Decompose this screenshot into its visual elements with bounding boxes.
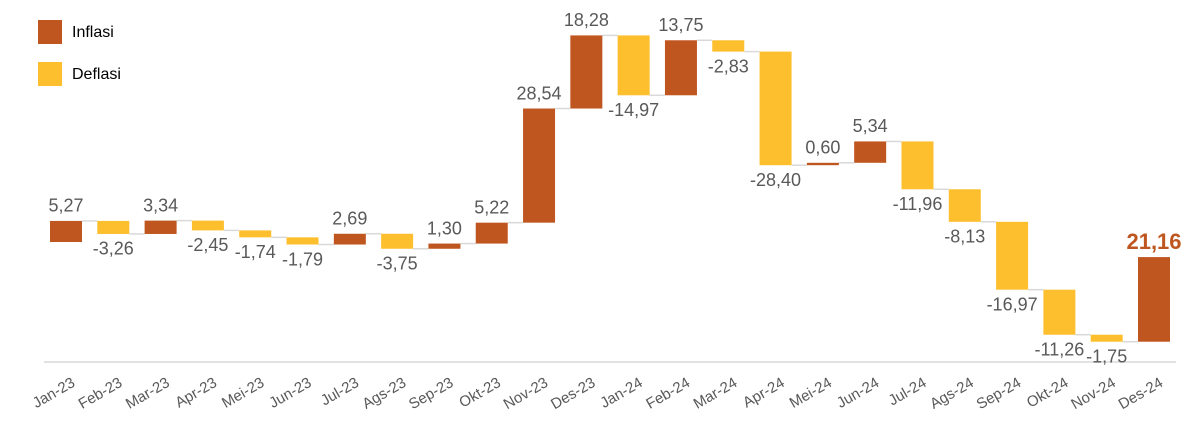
bar [523,108,556,223]
x-tick-label: Apr-23 [172,374,219,411]
x-tick-label: Des-24 [1116,374,1166,413]
x-tick-label: Jun-23 [266,374,314,412]
legend-label: Deflasi [72,66,121,83]
data-label: 3,34 [143,195,178,215]
data-label: 2,69 [332,209,367,229]
bar [996,221,1029,290]
bar [759,51,792,166]
x-tick-label: Sep-24 [974,374,1024,413]
bar [286,237,319,245]
x-tick-label: Jun-24 [834,374,882,412]
data-label: -1,74 [235,242,276,262]
data-label: -11,26 [1035,339,1085,359]
data-label: 28,54 [517,83,562,103]
data-label: -8,13 [944,227,985,247]
data-label: -14,97 [608,100,659,120]
data-label: -16,97 [987,294,1038,314]
bar [806,162,839,166]
bar [191,220,224,231]
x-tick-label: Nov-23 [501,374,551,413]
x-tick-label: Mar-24 [691,374,741,412]
data-label: 0,60 [805,138,840,158]
legend-swatch-decrease [38,62,62,86]
data-label: -3,26 [93,239,134,259]
bar [1138,257,1170,342]
bar [664,40,697,96]
data-label: 13,75 [658,15,703,35]
x-tick-label: Nov-24 [1068,374,1118,413]
x-tick-label: Jan-23 [30,374,78,412]
x-tick-label: Okt-23 [456,374,503,411]
x-tick-label: Des-23 [548,374,598,413]
x-tick-label: Mei-23 [219,374,267,412]
x-tick-label: Okt-24 [1024,374,1071,411]
bar [50,220,82,242]
data-label: 5,27 [48,196,83,216]
data-label: -3,75 [377,254,418,274]
x-tick-label: Mar-23 [123,374,173,412]
data-label: -28,40 [750,170,801,190]
bar [854,141,887,163]
bar [144,220,177,234]
data-label: -1,79 [282,249,323,269]
x-tick-label: Ags-23 [359,374,409,412]
x-tick-label: Feb-24 [643,374,693,412]
bar [712,40,745,52]
bar [97,220,130,234]
x-tick-label: Sep-23 [406,374,456,413]
legend-label: Inflasi [72,24,114,41]
x-tick-label: Jan-24 [597,374,645,412]
data-label: -2,83 [708,56,749,76]
legend-swatch-increase [38,20,62,44]
data-label: -1,75 [1086,346,1127,366]
data-label: 1,30 [427,218,462,238]
data-label: 5,22 [474,197,509,217]
bar [570,35,603,109]
x-tick-label: Mei-24 [787,374,835,412]
bar [475,222,508,244]
bar [428,243,461,249]
bar [239,230,272,238]
x-tick-label: Apr-24 [740,374,787,411]
bar [333,233,366,245]
data-label: -11,96 [893,194,943,214]
bar [901,141,934,190]
x-tick-label: Jul-23 [318,374,362,409]
bar [1043,289,1076,335]
bar [948,189,981,222]
bar [381,233,414,249]
x-tick-label: Ags-24 [927,374,977,412]
data-label: 21,16 [1126,229,1181,254]
data-label: 5,34 [853,116,888,136]
x-tick-label: Jul-24 [886,374,930,409]
bar [1090,334,1123,342]
data-label: -2,45 [187,235,228,255]
data-label: 18,28 [564,10,609,30]
bar [617,35,650,96]
x-tick-label: Feb-23 [76,374,126,412]
